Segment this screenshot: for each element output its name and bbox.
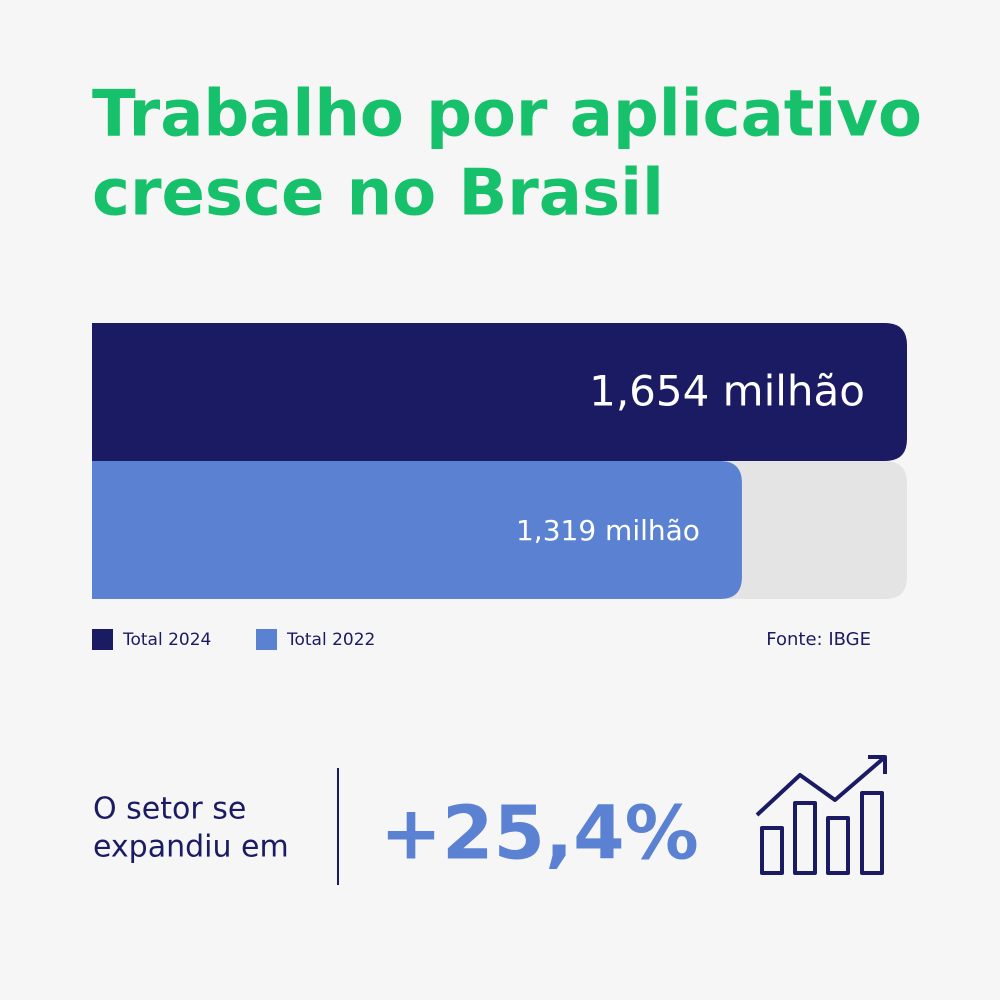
legend-label: Total 2022 [286, 630, 375, 650]
chart-title: cresce no Brasil [92, 157, 664, 231]
icon-bar [826, 816, 850, 875]
icon-bar [793, 801, 817, 875]
summary-text: O setor se [93, 792, 246, 827]
legend-swatch [256, 629, 277, 650]
growth-icon [755, 755, 887, 875]
value-label: 1,319 milhão [516, 514, 700, 547]
icon-bar [760, 826, 784, 875]
legend-label: Total 2024 [122, 630, 211, 650]
source: Fonte: IBGE [766, 629, 871, 650]
icon-arrow [755, 755, 887, 817]
icon-bar [860, 791, 884, 875]
value-label: 1,654 milhão [589, 367, 865, 416]
bar [92, 461, 742, 599]
bar [92, 323, 907, 461]
summary-value: +25,4% [380, 791, 699, 877]
summary-text: expandiu em [93, 830, 289, 865]
chart-title: Trabalho por aplicativo [92, 78, 922, 152]
legend-swatch [92, 629, 113, 650]
icon-arrowhead [868, 755, 887, 774]
